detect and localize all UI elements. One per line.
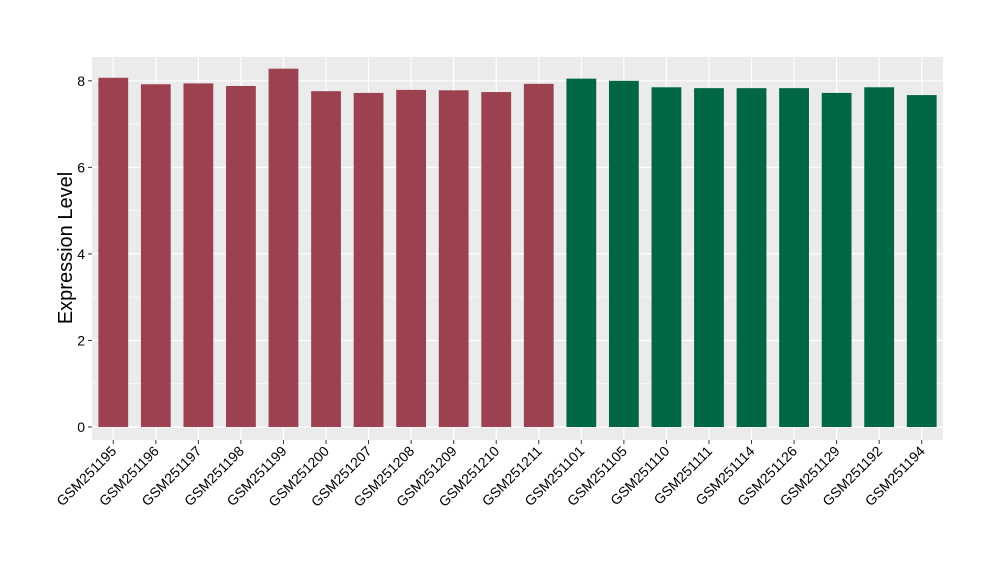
bar-GSM251211 <box>523 83 554 428</box>
bar-GSM251126 <box>779 88 809 428</box>
bar-GSM251129 <box>821 92 852 428</box>
y-tick-label: 4 <box>77 246 85 262</box>
y-tick-label: 6 <box>77 159 85 175</box>
y-tick-label: 2 <box>77 332 85 348</box>
plot-panel <box>92 57 943 440</box>
bar-GSM251114 <box>736 88 767 428</box>
bar-GSM251210 <box>481 92 512 428</box>
bar-GSM251200 <box>311 91 341 428</box>
bar-GSM251194 <box>906 95 937 428</box>
bar-GSM251110 <box>651 87 682 428</box>
bar-GSM251111 <box>694 88 724 428</box>
bar-GSM251195 <box>98 77 129 428</box>
bars <box>98 68 937 428</box>
bar-GSM251208 <box>396 89 427 428</box>
y-axis: 0 2 4 6 8 <box>77 73 92 435</box>
x-axis: GSM251195GSM251196GSM251197GSM251198GSM2… <box>53 440 928 510</box>
bar-GSM251209 <box>438 90 469 428</box>
y-tick-label: 0 <box>77 419 85 435</box>
y-tick-label: 8 <box>77 73 85 89</box>
bar-GSM251105 <box>608 80 639 428</box>
bar-GSM251207 <box>353 92 384 428</box>
bar-GSM251192 <box>864 87 895 428</box>
y-axis-title: Expression Level <box>55 172 77 324</box>
bar-GSM251101 <box>566 78 597 428</box>
bar-GSM251197 <box>183 83 214 428</box>
bar-GSM251196 <box>140 84 171 428</box>
bar-GSM251199 <box>268 68 299 428</box>
bar-GSM251198 <box>226 85 256 428</box>
